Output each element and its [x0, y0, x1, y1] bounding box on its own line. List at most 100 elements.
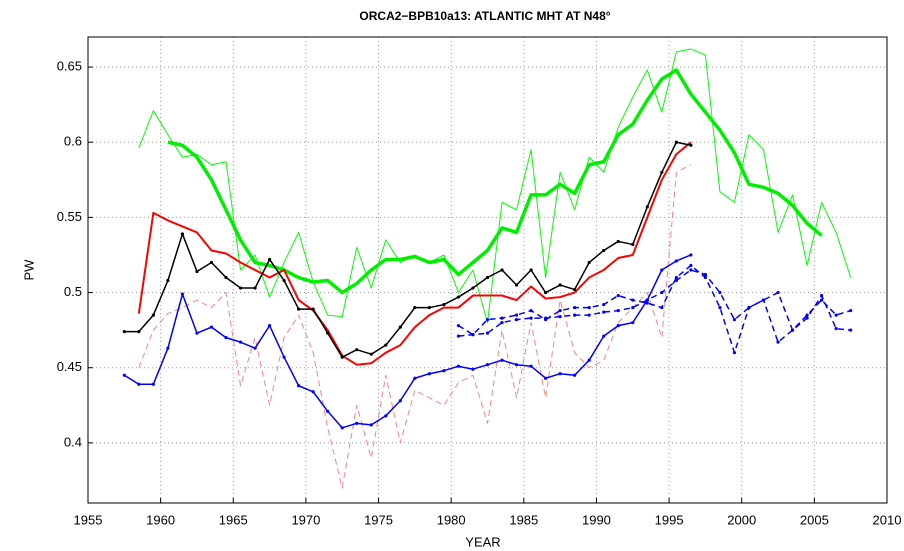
series-marker: [660, 268, 664, 272]
series-marker: [674, 278, 678, 283]
series-marker: [645, 298, 649, 302]
series-marker: [718, 290, 722, 295]
series-marker: [340, 355, 344, 359]
x-tick-label: 2005: [800, 512, 829, 527]
series-marker: [238, 340, 243, 344]
series-marker: [529, 316, 533, 320]
series-marker: [166, 346, 170, 350]
series-marker: [529, 268, 533, 272]
series-marker: [137, 330, 141, 334]
series-marker: [587, 260, 591, 265]
series-marker: [297, 307, 301, 311]
x-tick-label: 1955: [74, 512, 103, 527]
series-marker: [384, 343, 388, 347]
series-line: [167, 68, 823, 295]
x-tick-label: 1965: [219, 512, 248, 527]
x-tick-label: 1980: [437, 512, 466, 527]
series-marker: [805, 313, 809, 317]
series-line: [138, 164, 692, 489]
series-line: [458, 264, 851, 354]
series-marker: [602, 334, 606, 338]
series-marker: [297, 384, 301, 388]
x-tick-label: 1990: [582, 512, 611, 527]
series-marker: [398, 399, 402, 403]
series-marker: [558, 315, 562, 319]
series-marker: [500, 316, 504, 320]
series-marker: [427, 372, 431, 376]
series-marker: [689, 263, 693, 268]
series-marker: [514, 283, 519, 287]
series-marker: [660, 305, 664, 310]
series-marker: [660, 290, 664, 295]
series-marker: [514, 318, 519, 322]
series-marker: [311, 390, 315, 394]
y-tick-label: 0.6: [64, 134, 82, 149]
series-marker: [122, 330, 126, 334]
series-marker: [311, 307, 315, 311]
series-marker: [790, 328, 795, 332]
series-marker: [500, 358, 504, 362]
x-tick-label: 1995: [655, 512, 684, 527]
series-marker: [616, 324, 620, 328]
series-marker: [689, 143, 693, 147]
series-marker: [732, 318, 737, 322]
series-marker: [442, 302, 446, 307]
x-tick-label: 2000: [727, 512, 756, 527]
series-marker: [398, 325, 402, 329]
series-marker: [514, 313, 519, 317]
series-marker: [209, 325, 214, 329]
series-marker: [413, 305, 417, 310]
series-marker: [471, 367, 475, 371]
series-marker: [544, 290, 548, 295]
y-axis-label: PW: [21, 259, 36, 281]
x-tick-label: 1970: [291, 512, 320, 527]
series-marker: [195, 331, 199, 335]
series-marker: [122, 373, 126, 377]
series-marker: [558, 283, 562, 287]
series-marker: [224, 336, 228, 340]
series-marker: [195, 269, 199, 274]
series-marker: [544, 376, 548, 380]
series-marker: [587, 313, 591, 317]
x-tick-label: 1975: [364, 512, 393, 527]
series-marker: [674, 275, 678, 280]
series-marker: [340, 426, 344, 430]
y-tick-label: 0.45: [57, 359, 82, 374]
series-marker: [703, 272, 708, 277]
series-marker: [500, 321, 504, 325]
series-marker: [732, 351, 737, 355]
y-tick-label: 0.65: [57, 59, 82, 74]
series-marker: [558, 372, 562, 376]
series-marker: [529, 308, 533, 313]
series-marker: [209, 260, 214, 265]
series-marker: [776, 290, 780, 295]
series-marker: [776, 340, 780, 344]
series-line: [458, 269, 851, 343]
series-marker: [820, 298, 824, 302]
series-marker: [456, 334, 461, 338]
series-marker: [645, 205, 649, 209]
series-marker: [573, 287, 577, 292]
series-line: [123, 254, 692, 429]
series-marker: [384, 414, 388, 418]
series-marker: [616, 293, 620, 298]
series-line: [137, 141, 692, 366]
series-marker: [660, 170, 664, 174]
series-marker: [587, 358, 591, 362]
series-marker: [645, 301, 649, 305]
x-tick-label: 2010: [873, 512, 902, 527]
series-marker: [718, 305, 722, 310]
series-marker: [631, 242, 635, 247]
series-marker: [573, 305, 577, 310]
series-marker: [282, 355, 286, 359]
series-marker: [282, 278, 286, 283]
series-marker: [674, 259, 678, 263]
series-marker: [849, 308, 853, 313]
series-marker: [151, 382, 155, 386]
series-marker: [631, 298, 635, 302]
series-marker: [238, 286, 243, 290]
series-marker: [471, 333, 475, 337]
series-marker: [456, 295, 461, 299]
series-marker: [747, 305, 751, 310]
